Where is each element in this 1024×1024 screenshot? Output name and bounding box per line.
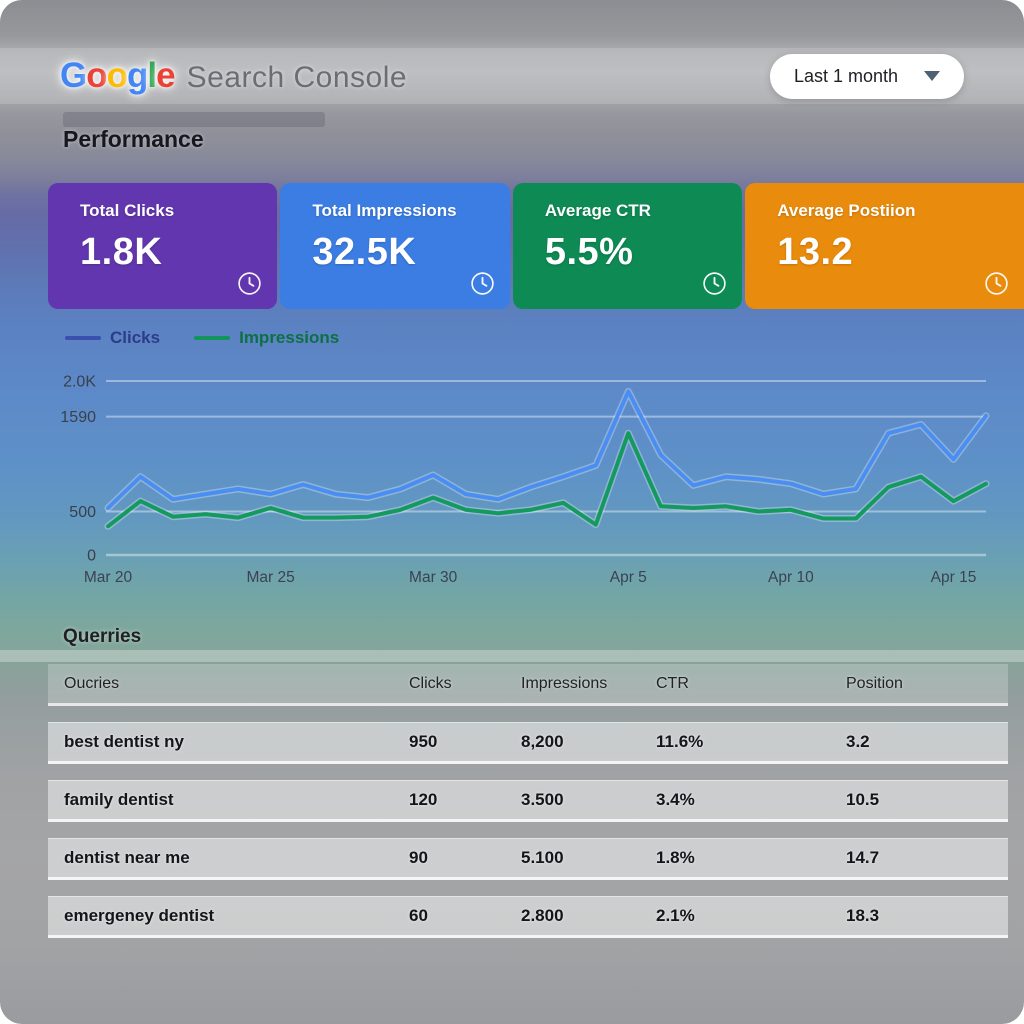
legend-swatch bbox=[194, 336, 231, 340]
x-axis-tick: Mar 20 bbox=[84, 569, 133, 586]
y-axis-tick: 1590 bbox=[60, 409, 96, 426]
logo-letter: l bbox=[147, 56, 157, 95]
y-axis-tick: 0 bbox=[87, 548, 96, 565]
queries-table: Oucries Clicks Impressions CTR Position best… bbox=[48, 664, 1008, 938]
cell-position: 14.7 bbox=[846, 848, 880, 867]
column-header-oucries[interactable]: Oucries bbox=[64, 674, 120, 692]
table-body: best dentist ny 950 8,200 11.6% 3.2 family de… bbox=[48, 722, 1008, 938]
metric-value: 1.8K bbox=[80, 231, 163, 273]
cell-position: 10.5 bbox=[846, 790, 880, 809]
metric-value: 5.5% bbox=[544, 231, 634, 273]
metric-value: 13.2 bbox=[777, 231, 854, 273]
legend-label: Clicks bbox=[110, 328, 161, 347]
clicks-line bbox=[106, 389, 988, 510]
y-axis-tick: 500 bbox=[69, 504, 96, 521]
table-row[interactable]: best dentist ny 950 8,200 11.6% 3.2 bbox=[48, 722, 1008, 764]
legend-label: Impressions bbox=[239, 328, 340, 347]
cell-query: family dentist bbox=[64, 790, 174, 809]
google-logo: Google bbox=[60, 56, 176, 96]
chevron-down-icon bbox=[924, 71, 940, 81]
cell-position: 18.3 bbox=[846, 906, 880, 925]
x-axis-tick: Apr 10 bbox=[768, 569, 814, 586]
clock-icon bbox=[703, 272, 726, 295]
cell-impressions: 5.100 bbox=[521, 848, 564, 867]
x-axis-tick: Apr 15 bbox=[931, 569, 977, 586]
cell-clicks: 90 bbox=[409, 848, 428, 867]
legend-swatch bbox=[65, 336, 101, 340]
cell-position: 3.2 bbox=[846, 732, 870, 751]
metric-card-average-postiion[interactable]: Average Postiion 13.2 bbox=[745, 183, 1024, 309]
cell-ctr: 1.8% bbox=[656, 848, 695, 867]
cell-query: dentist near me bbox=[64, 848, 190, 867]
product-name: Search Console bbox=[186, 61, 408, 94]
logo-letter: o bbox=[106, 56, 128, 95]
logo-letter: e bbox=[156, 56, 175, 95]
metric-card-total-clicks[interactable]: Total Clicks 1.8K bbox=[48, 183, 278, 309]
page-title: Performance bbox=[63, 126, 204, 152]
cell-impressions: 8,200 bbox=[521, 732, 564, 751]
x-axis-tick: Apr 5 bbox=[610, 569, 647, 586]
metric-card-total-impressions[interactable]: Total Impressions 32.5K bbox=[280, 183, 510, 309]
x-axis-tick: Mar 30 bbox=[409, 569, 458, 586]
date-range-label: Last 1 month bbox=[793, 65, 898, 86]
metric-value: 32.5K bbox=[312, 231, 417, 273]
cell-clicks: 60 bbox=[409, 906, 428, 925]
column-header-clicks[interactable]: Clicks bbox=[409, 674, 452, 692]
cell-ctr: 11.6% bbox=[656, 732, 704, 751]
chart-legend: Clicks Impressions bbox=[65, 328, 339, 348]
logo-letter: g bbox=[127, 56, 148, 95]
cell-ctr: 3.4% bbox=[656, 790, 695, 809]
column-header-impressions[interactable]: Impressions bbox=[521, 674, 608, 692]
clock-icon bbox=[238, 272, 262, 295]
column-header-position[interactable]: Position bbox=[846, 674, 903, 692]
metric-label: Total Clicks bbox=[80, 201, 175, 220]
cell-clicks: 950 bbox=[409, 732, 438, 751]
date-range-selector[interactable]: Last 1 month bbox=[769, 53, 964, 99]
metric-label: Average Postiion bbox=[777, 201, 916, 220]
cell-ctr: 2.1% bbox=[656, 906, 695, 925]
cell-impressions: 2.800 bbox=[521, 906, 564, 925]
background-streak bbox=[0, 650, 1024, 662]
cell-impressions: 3.500 bbox=[521, 790, 564, 809]
table-row[interactable]: family dentist 120 3.500 3.4% 10.5 bbox=[48, 780, 1008, 822]
app-header: Google Search Console Last 1 month bbox=[60, 52, 964, 100]
metric-label: Average CTR bbox=[544, 201, 651, 220]
logo-letter: G bbox=[60, 56, 87, 95]
logo-letter: o bbox=[86, 56, 107, 95]
legend-item-clicks[interactable]: Clicks bbox=[65, 328, 160, 348]
table-row[interactable]: dentist near me 90 5.100 1.8% 14.7 bbox=[48, 838, 1008, 880]
nav-placeholder-bar bbox=[63, 112, 325, 127]
impressions-line bbox=[106, 431, 988, 529]
performance-chart: 2.0K 1590 500 0 Mar 20 Mar 25 Mar 30 Apr 5 Apr 1… bbox=[48, 360, 1008, 610]
metric-label: Total Impressions bbox=[312, 201, 457, 220]
metric-card-average-ctr[interactable]: Average CTR 5.5% bbox=[512, 183, 743, 309]
x-axis-tick: Mar 25 bbox=[246, 569, 294, 586]
cell-query: best dentist ny bbox=[64, 732, 184, 751]
table-header-row: Oucries Clicks Impressions CTR Position bbox=[48, 664, 1008, 706]
queries-section-title: Querries bbox=[63, 626, 142, 647]
clock-icon bbox=[471, 272, 494, 295]
line-chart-svg: 2.0K 1590 500 0 Mar 20 Mar 25 Mar 30 Apr 5 Apr 1… bbox=[60, 374, 990, 586]
table-row[interactable]: emergeney dentist 60 2.800 2.1% 18.3 bbox=[48, 896, 1008, 938]
clock-icon bbox=[985, 272, 1008, 295]
cell-clicks: 120 bbox=[409, 790, 438, 809]
legend-item-impressions[interactable]: Impressions bbox=[194, 328, 339, 348]
cell-query: emergeney dentist bbox=[64, 906, 215, 925]
brand: Google Search Console bbox=[60, 56, 407, 96]
column-header-ctr[interactable]: CTR bbox=[656, 674, 689, 692]
y-axis-tick: 2.0K bbox=[63, 374, 96, 391]
metric-cards: Total Clicks 1.8K Total Impressions 32.5K Av… bbox=[48, 183, 1024, 309]
